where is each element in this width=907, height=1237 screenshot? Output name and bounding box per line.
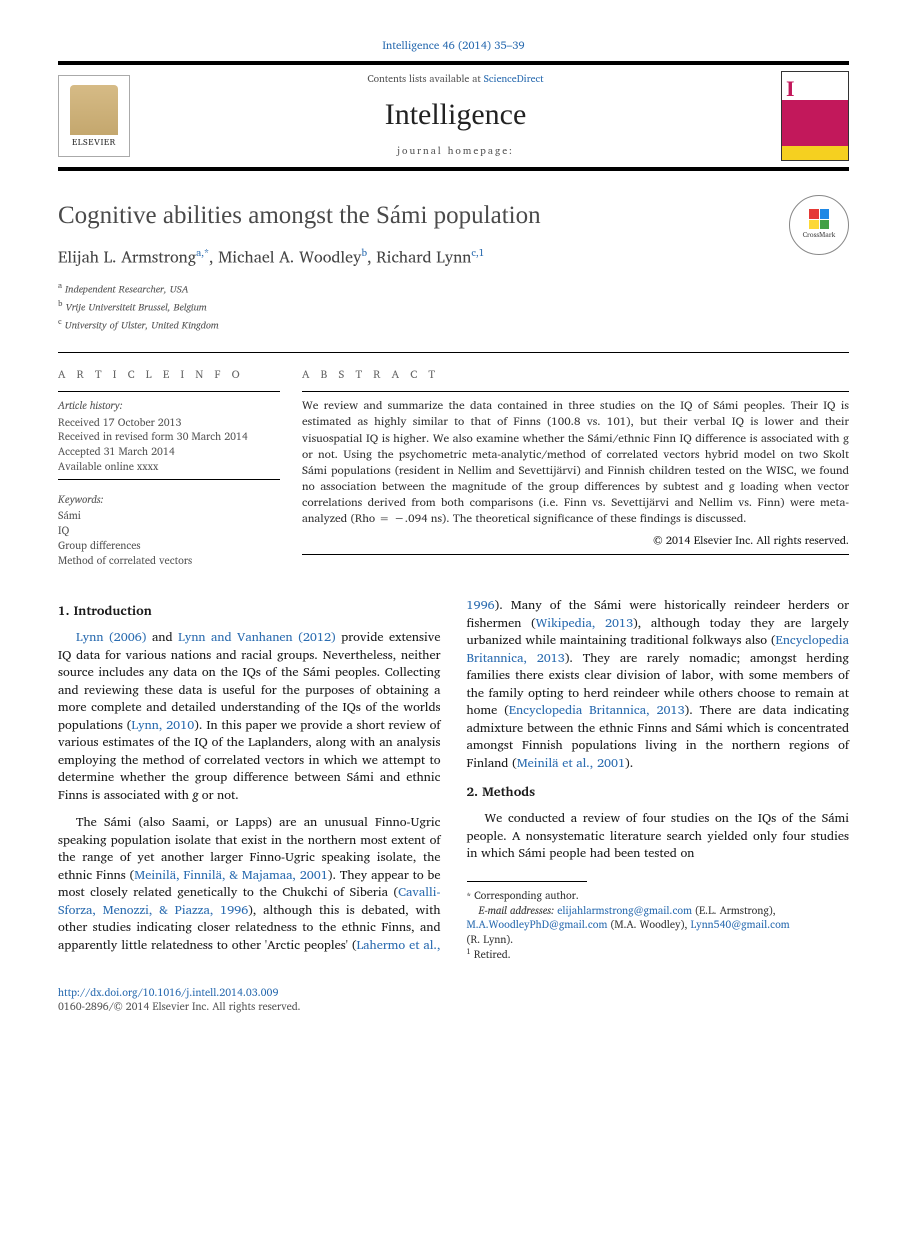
- rule: [302, 391, 849, 392]
- cite-link[interactable]: Lynn, 2010: [131, 715, 194, 735]
- crossmark-icon: [809, 209, 829, 229]
- elsevier-label: ELSEVIER: [72, 137, 116, 147]
- author-1-sup[interactable]: a,*: [196, 245, 209, 261]
- article-info-col: A R T I C L E I N F O Article history: R…: [58, 353, 280, 568]
- journal-homepage-label: journal homepage:: [142, 145, 769, 159]
- issn-line: 0160-2896/© 2014 Elsevier Inc. All right…: [58, 999, 849, 1013]
- author-3[interactable]: Richard Lynn: [376, 244, 471, 270]
- footnote-emails-2: M.A.WoodleyPhD@gmail.com (M.A. Woodley),…: [467, 917, 850, 932]
- article-info-label: A R T I C L E I N F O: [58, 367, 280, 382]
- keywords-block: Sámi IQ Group differences Method of corr…: [58, 508, 280, 567]
- keyword: Sámi: [58, 508, 280, 523]
- page-root: Intelligence 46 (2014) 35–39 ELSEVIER Co…: [0, 0, 907, 1044]
- rule: [58, 391, 280, 392]
- sciencedirect-link[interactable]: ScienceDirect: [484, 71, 544, 87]
- history-block: Received 17 October 2013 Received in rev…: [58, 415, 280, 474]
- paragraph: We conducted a review of four studies on…: [467, 810, 850, 863]
- author-2-sup[interactable]: b: [362, 245, 368, 261]
- journal-name: Intelligence: [142, 95, 769, 136]
- journal-cover-thumb[interactable]: I: [781, 71, 849, 161]
- keywords-head: Keywords:: [58, 492, 280, 506]
- abstract-col: A B S T R A C T We review and summarize …: [302, 353, 849, 568]
- info-abstract-row: A R T I C L E I N F O Article history: R…: [58, 352, 849, 568]
- abstract-label: A B S T R A C T: [302, 367, 849, 382]
- cover-body: [782, 100, 848, 146]
- paragraph: Lynn (2006) and Lynn and Vanhanen (2012)…: [58, 629, 441, 804]
- header-center: Contents lists available at ScienceDirec…: [142, 73, 769, 159]
- section-heading-intro: 1. Introduction: [58, 601, 441, 619]
- cite-link[interactable]: Lynn and Vanhanen (2012): [178, 627, 336, 647]
- cover-letter: I: [782, 72, 848, 100]
- body-columns: 1. Introduction Lynn (2006) and Lynn and…: [58, 597, 849, 961]
- footnote-retired: 1 Retired.: [467, 947, 850, 962]
- contents-prefix: Contents lists available at: [367, 71, 483, 87]
- footnotes: * Corresponding author. E-mail addresses…: [467, 888, 850, 961]
- cite-link[interactable]: Wikipedia, 2013: [536, 613, 633, 633]
- abstract-text: We review and summarize the data contain…: [302, 398, 849, 527]
- history-line: Available online xxxx: [58, 459, 280, 474]
- author-1[interactable]: Elijah L. Armstrong: [58, 244, 196, 270]
- affiliation-a: a Independent Researcher, USA: [58, 279, 789, 297]
- crossmark-badge[interactable]: CrossMark: [789, 195, 849, 255]
- section-heading-methods: 2. Methods: [467, 782, 850, 800]
- crossmark-label: CrossMark: [803, 231, 836, 240]
- affiliation-b: b Vrije Universiteit Brussel, Belgium: [58, 297, 789, 315]
- keyword: Method of correlated vectors: [58, 553, 280, 568]
- citation-link[interactable]: Intelligence 46 (2014) 35–39: [382, 36, 524, 54]
- cite-link[interactable]: Meinilä et al., 2001: [517, 753, 625, 773]
- email-link[interactable]: Lynn540@gmail.com: [691, 915, 790, 933]
- author-2[interactable]: Michael A. Woodley: [218, 244, 361, 270]
- elsevier-tree-icon: [70, 85, 118, 135]
- article-title: Cognitive abilities amongst the Sámi pop…: [58, 199, 789, 233]
- rule: [302, 554, 849, 555]
- contents-line: Contents lists available at ScienceDirec…: [142, 73, 769, 87]
- rule: [58, 479, 280, 480]
- cite-link[interactable]: Meinilä, Finnilä, & Majamaa, 2001: [134, 865, 328, 885]
- cite-link[interactable]: Encyclopedia Britannica, 2013: [467, 630, 850, 668]
- affiliations: a Independent Researcher, USA b Vrije Un…: [58, 279, 789, 334]
- top-citation: Intelligence 46 (2014) 35–39: [58, 38, 849, 53]
- cite-link[interactable]: Encyclopedia Britannica, 2013: [509, 700, 685, 720]
- history-head: Article history:: [58, 398, 280, 412]
- footnote-emails-3: (R. Lynn).: [467, 932, 850, 947]
- author-list: Elijah L. Armstronga,*, Michael A. Woodl…: [58, 247, 789, 269]
- abstract-copyright: © 2014 Elsevier Inc. All rights reserved…: [302, 533, 849, 548]
- page-footer: http://dx.doi.org/10.1016/j.intell.2014.…: [58, 985, 849, 1013]
- cite-link[interactable]: Cavalli-Sforza, Menozzi, & Piazza, 1996: [58, 882, 441, 920]
- elsevier-logo[interactable]: ELSEVIER: [58, 75, 130, 157]
- journal-header: ELSEVIER Contents lists available at Sci…: [58, 61, 849, 171]
- cover-foot: [782, 146, 848, 160]
- footnote-rule: [467, 881, 587, 882]
- affiliation-c: c University of Ulster, United Kingdom: [58, 315, 789, 333]
- author-3-sup[interactable]: c,1: [471, 245, 484, 261]
- cite-link[interactable]: Lynn (2006): [76, 627, 147, 647]
